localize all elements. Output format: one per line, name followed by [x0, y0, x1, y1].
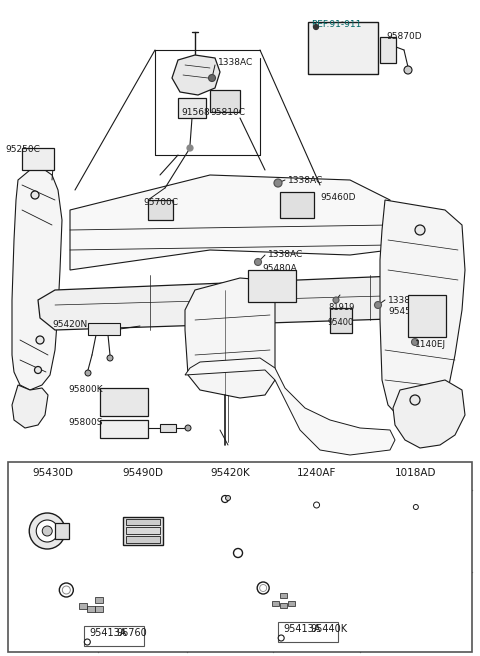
Text: 95420K: 95420K [210, 468, 250, 478]
Text: 96760: 96760 [116, 628, 147, 638]
Bar [330, 308, 352, 333]
Bar [88, 323, 120, 335]
Bar [272, 601, 279, 606]
Circle shape [42, 526, 52, 536]
Bar [126, 536, 159, 543]
Polygon shape [411, 502, 420, 512]
Text: 1338AC: 1338AC [288, 176, 323, 185]
Text: 1140EJ: 1140EJ [415, 340, 446, 349]
Circle shape [185, 425, 191, 431]
Text: 95250C: 95250C [5, 145, 40, 154]
Bar [210, 90, 240, 112]
Circle shape [36, 336, 44, 344]
Text: 95490D: 95490D [122, 468, 163, 478]
Polygon shape [12, 168, 62, 390]
Text: 95460D: 95460D [320, 193, 356, 202]
Bar [280, 593, 287, 598]
Bar [55, 523, 69, 539]
Circle shape [413, 504, 419, 510]
Bar [308, 22, 378, 74]
Bar [148, 200, 173, 220]
Bar [178, 98, 206, 118]
Text: 95700C: 95700C [143, 198, 178, 207]
Text: 95420N: 95420N [52, 320, 87, 329]
Text: 95440K: 95440K [310, 624, 348, 634]
Text: 95800K: 95800K [68, 385, 103, 394]
Text: 95810C: 95810C [210, 108, 245, 117]
Circle shape [411, 338, 419, 346]
Text: 1240AF: 1240AF [297, 468, 336, 478]
Polygon shape [185, 278, 275, 398]
Text: 95413A: 95413A [283, 624, 321, 634]
Bar [122, 517, 163, 545]
Polygon shape [185, 358, 395, 455]
Circle shape [278, 635, 284, 641]
Circle shape [415, 225, 425, 235]
Bar [278, 622, 338, 642]
Bar [22, 148, 54, 170]
Bar [87, 606, 96, 612]
Text: 1338AC: 1338AC [388, 296, 423, 305]
Polygon shape [71, 590, 110, 620]
Text: 95450G: 95450G [388, 307, 424, 316]
Text: 95480A: 95480A [262, 264, 297, 273]
Text: 1018AD: 1018AD [395, 468, 437, 478]
Bar [79, 603, 87, 609]
Circle shape [234, 548, 242, 558]
Circle shape [29, 513, 65, 549]
Circle shape [254, 258, 262, 266]
Circle shape [374, 302, 382, 308]
Polygon shape [38, 275, 438, 330]
Circle shape [404, 66, 412, 74]
Bar [160, 424, 176, 432]
Polygon shape [70, 175, 390, 270]
Circle shape [31, 191, 39, 199]
Bar [408, 295, 446, 337]
Polygon shape [380, 200, 465, 420]
Circle shape [313, 24, 319, 30]
Text: 95800S: 95800S [68, 418, 103, 427]
Text: 1338AC: 1338AC [268, 250, 303, 259]
Bar [280, 603, 287, 608]
Text: 95400: 95400 [328, 318, 354, 327]
Text: 95870D: 95870D [386, 32, 421, 41]
Circle shape [226, 495, 230, 501]
Bar [126, 519, 159, 525]
Bar [280, 192, 314, 218]
Text: 95430D: 95430D [33, 468, 74, 478]
Circle shape [187, 145, 193, 151]
Text: 91568: 91568 [181, 108, 210, 117]
Bar [84, 626, 144, 646]
Circle shape [274, 179, 282, 187]
Text: 1338AC: 1338AC [218, 58, 253, 67]
Circle shape [222, 495, 228, 502]
Circle shape [85, 370, 91, 376]
Text: 95413A: 95413A [89, 628, 127, 638]
Polygon shape [265, 586, 299, 614]
Bar [380, 37, 396, 63]
Text: 81919: 81919 [328, 303, 354, 312]
Bar [100, 420, 148, 438]
Bar [288, 601, 295, 606]
Circle shape [333, 297, 339, 303]
Bar [96, 606, 103, 612]
Circle shape [410, 395, 420, 405]
Bar [126, 527, 159, 534]
Bar [248, 270, 296, 302]
Text: REF.91-911: REF.91-911 [311, 20, 361, 29]
Circle shape [208, 75, 216, 81]
Circle shape [313, 502, 320, 508]
Circle shape [107, 355, 113, 361]
Bar [100, 388, 148, 416]
Circle shape [35, 367, 41, 373]
Bar [96, 597, 103, 603]
Polygon shape [312, 499, 322, 511]
Polygon shape [393, 380, 465, 448]
Bar [8, 462, 472, 652]
Circle shape [84, 639, 90, 645]
Circle shape [36, 520, 58, 542]
Polygon shape [12, 385, 48, 428]
Polygon shape [172, 55, 220, 95]
